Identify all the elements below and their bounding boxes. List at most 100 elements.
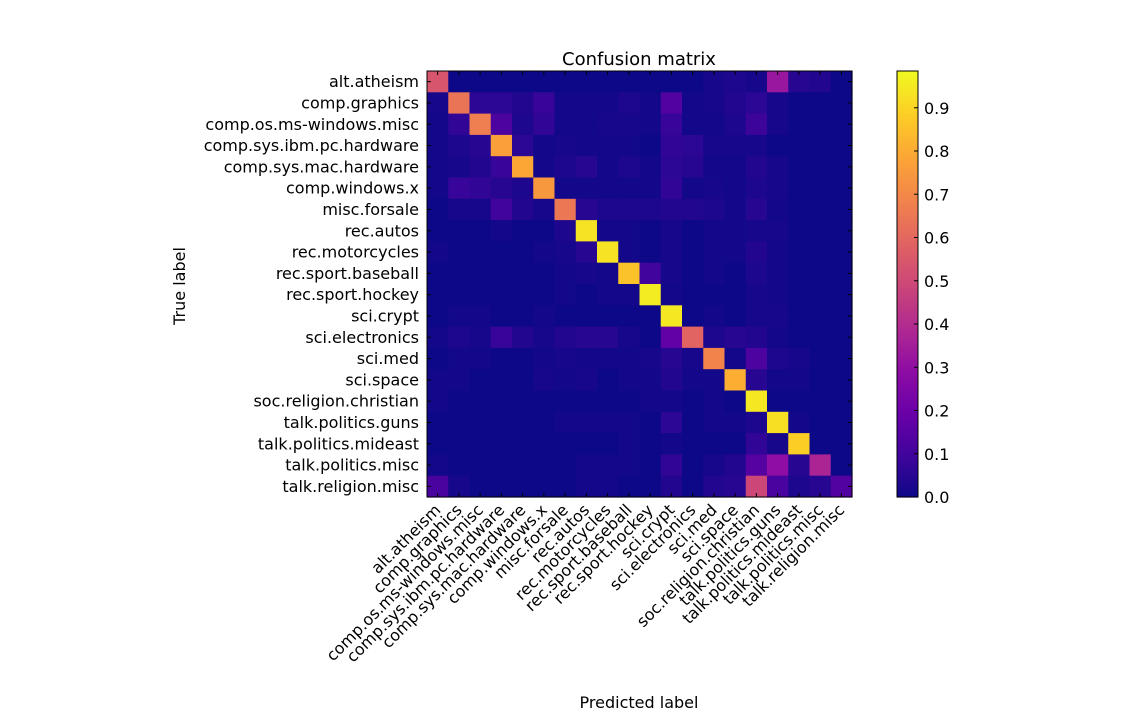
heatmap-cell (575, 113, 598, 136)
heatmap-cell (618, 454, 641, 477)
heatmap-cell (575, 134, 598, 157)
heatmap-cell (809, 454, 832, 477)
plot-frame (426, 70, 853, 498)
colorbar-segment (897, 230, 918, 235)
heatmap-cell (745, 454, 768, 477)
y-tick-label: misc.forsale (322, 200, 419, 219)
heatmap-cell (830, 475, 853, 498)
heatmap-cell (639, 71, 662, 93)
heatmap-cell (448, 113, 471, 136)
heatmap-cell (682, 220, 704, 242)
heatmap-cell (469, 454, 492, 477)
heatmap-cell (724, 92, 747, 115)
heatmap-cell (533, 305, 556, 328)
heatmap-cell (809, 71, 832, 93)
heatmap-cell (809, 475, 832, 498)
heatmap-cell (788, 156, 811, 179)
colorbar-segment (897, 351, 918, 356)
heatmap-cell (597, 198, 619, 221)
heatmap-cell (682, 475, 704, 498)
colorbar-segment (897, 156, 918, 161)
heatmap-cell (469, 241, 492, 264)
colorbar-segment (897, 209, 918, 214)
heatmap-cell (682, 113, 704, 136)
heatmap-cell (745, 411, 768, 434)
colorbar-segment (897, 298, 918, 303)
heatmap-cell (767, 475, 789, 498)
heatmap-cell (490, 390, 513, 413)
colorbar-segment (897, 244, 918, 250)
heatmap-cell (512, 347, 534, 370)
heatmap-cell (427, 71, 449, 93)
heatmap-cell (830, 262, 853, 285)
colorbar-segment (897, 397, 918, 402)
heatmap-cell (533, 134, 556, 157)
heatmap-cell (575, 71, 598, 93)
heatmap-cell (533, 347, 556, 370)
heatmap-cell (745, 305, 768, 328)
colorbar-segment (897, 227, 918, 232)
heatmap-cell (427, 433, 449, 455)
heatmap-cell (575, 156, 598, 179)
colorbar-segment (897, 159, 918, 164)
heatmap-cell (597, 156, 619, 179)
heatmap-cell (597, 92, 619, 115)
y-tick-label: talk.politics.mideast (258, 434, 419, 453)
y-tick-label: rec.sport.hockey (286, 285, 419, 304)
heatmap-cell (469, 475, 492, 498)
colorbar-tick-label: 0.4 (924, 315, 949, 334)
heatmap-cell (575, 262, 598, 285)
heatmap-cell (554, 262, 577, 285)
heatmap-cell (448, 156, 471, 179)
heatmap-cell (639, 262, 662, 285)
heatmap-cell (533, 326, 556, 349)
heatmap-cell (703, 113, 726, 136)
colorbar-segment (897, 422, 918, 427)
colorbar-segment (897, 369, 918, 374)
heatmap-cell (448, 305, 471, 328)
heatmap-cell (703, 220, 726, 242)
heatmap-cell (554, 113, 577, 136)
heatmap-cell (788, 92, 811, 115)
heatmap-cell (682, 134, 704, 157)
heatmap-cell (427, 134, 449, 157)
y-tick-label: talk.politics.misc (285, 456, 419, 475)
colorbar-segment (897, 71, 918, 76)
heatmap-cell (660, 454, 683, 477)
colorbar-segment (897, 312, 918, 317)
heatmap-cell (724, 177, 747, 200)
heatmap-cell (660, 113, 683, 136)
heatmap-cell (788, 347, 811, 370)
heatmap-cell (427, 113, 449, 136)
heatmap-cell (809, 113, 832, 136)
y-tick-label: comp.sys.ibm.pc.hardware (204, 136, 419, 155)
colorbar-segment (897, 461, 918, 466)
heatmap-cell (682, 326, 704, 349)
heatmap-cell (830, 177, 853, 200)
colorbar-tick-label: 0.5 (924, 272, 949, 291)
heatmap-cell (830, 433, 853, 455)
heatmap-cell (533, 241, 556, 264)
heatmap-cell (448, 284, 471, 306)
heatmap-cell (767, 433, 789, 455)
heatmap-cell (724, 433, 747, 455)
heatmap-cell (512, 369, 534, 392)
heatmap-cell (809, 390, 832, 413)
colorbar-segment (897, 216, 918, 221)
heatmap-cell (533, 71, 556, 93)
heatmap-cell (597, 284, 619, 306)
heatmap-cell (533, 92, 556, 115)
colorbar-segment (897, 88, 918, 93)
colorbar-segment (897, 372, 918, 377)
heatmap-cell (618, 390, 641, 413)
heatmap-cell (469, 347, 492, 370)
heatmap-cell (809, 347, 832, 370)
heatmap-cell (830, 92, 853, 115)
colorbar-tick-label: 0.9 (924, 99, 949, 118)
colorbar-segment (897, 394, 918, 399)
colorbar-segment (897, 81, 918, 86)
colorbar-segment (897, 287, 918, 292)
heatmap-cell (427, 475, 449, 498)
heatmap-cell (745, 241, 768, 264)
colorbar-segment (897, 131, 918, 136)
